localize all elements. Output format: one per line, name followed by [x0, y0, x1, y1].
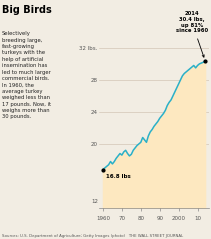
Text: 12: 12	[91, 199, 98, 204]
Text: 2014
30.4 lbs,
up 81%
since 1960: 2014 30.4 lbs, up 81% since 1960	[176, 11, 208, 57]
Text: Sources: U.S. Department of Agriculture; Getty Images (photo)   THE WALL STREET : Sources: U.S. Department of Agriculture;…	[2, 234, 183, 238]
Text: Selectively
breeding large,
fast-growing
turkeys with the
help of artificial
ins: Selectively breeding large, fast-growing…	[2, 31, 51, 120]
Text: 16.8 lbs: 16.8 lbs	[106, 174, 131, 179]
Text: Big Birds: Big Birds	[2, 5, 52, 15]
